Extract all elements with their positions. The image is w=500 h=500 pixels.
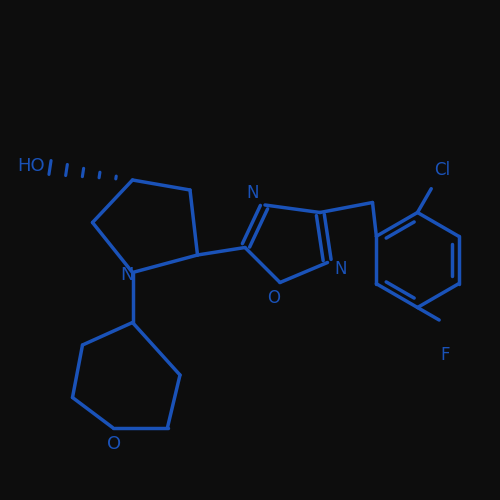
- Text: N: N: [121, 266, 134, 284]
- Text: F: F: [440, 346, 450, 364]
- Text: O: O: [107, 435, 121, 453]
- Text: Cl: Cl: [434, 161, 450, 179]
- Text: N: N: [246, 184, 259, 202]
- Text: HO: HO: [18, 157, 45, 175]
- Text: O: O: [268, 289, 280, 307]
- Text: N: N: [334, 260, 346, 278]
